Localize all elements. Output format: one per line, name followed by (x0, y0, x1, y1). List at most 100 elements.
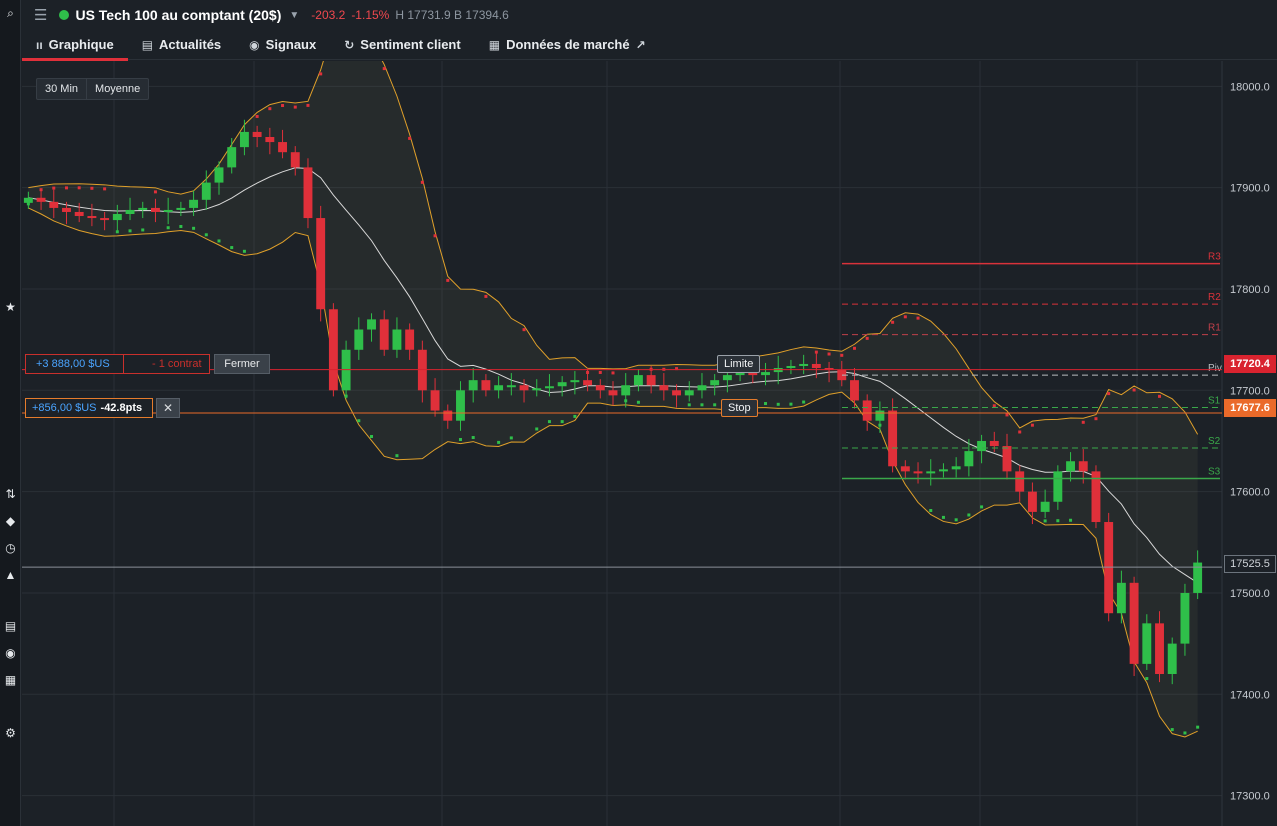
sar-dot (535, 427, 539, 431)
candle (430, 390, 440, 411)
candle (214, 167, 224, 183)
candle (875, 410, 885, 421)
sar-dot (268, 107, 272, 111)
sar-dot (598, 370, 602, 374)
y-tick-label: 17600.0 (1230, 487, 1270, 499)
timeframe-button[interactable]: 30 Min (45, 83, 79, 95)
search-icon[interactable]: ⌕ (7, 5, 14, 20)
calendar-icon: ▦ (488, 37, 501, 52)
candle (163, 209, 173, 212)
candle (659, 385, 669, 391)
sar-dot (980, 505, 984, 509)
tab-graphique[interactable]: ıı Graphique (22, 30, 128, 61)
remove-order-button[interactable]: ✕ (156, 398, 180, 418)
sar-dot (166, 226, 170, 230)
stop-price-tag: 17677.6 (1224, 399, 1276, 417)
sar-dot (103, 187, 107, 191)
menu-icon[interactable]: ☰ (34, 7, 48, 24)
candle (761, 372, 770, 376)
sar-dot (1107, 392, 1111, 396)
instrument-name[interactable]: US Tech 100 au comptant (20$) (75, 7, 282, 23)
sar-dot (547, 420, 551, 424)
tab-label: Sentiment client (360, 37, 461, 52)
candle (506, 385, 516, 388)
tab-sentiment[interactable]: ↻ Sentiment client (330, 30, 474, 60)
candle (1091, 471, 1101, 523)
sar-dot (840, 353, 844, 357)
sar-dot (878, 423, 882, 427)
candle (239, 131, 249, 148)
sar-dot (967, 513, 971, 517)
y-tick-label: 17900.0 (1230, 183, 1270, 195)
clock-icon[interactable]: ◷ (5, 541, 16, 555)
external-link-icon: ↗ (635, 37, 646, 52)
candle (811, 363, 821, 369)
chevron-down-icon[interactable]: ▼ (289, 9, 300, 21)
transfer-icon[interactable]: ⇅ (5, 487, 16, 501)
sar-dot (281, 104, 285, 108)
sar-dot (242, 249, 246, 253)
candle (939, 469, 948, 472)
candle (316, 218, 326, 310)
signal-icon[interactable]: ◉ (5, 646, 16, 660)
sar-dot (522, 328, 526, 332)
gear-icon[interactable]: ⚙ (5, 726, 16, 740)
candle (74, 211, 84, 217)
market-open-indicator (59, 10, 70, 20)
sar-dot (509, 436, 513, 440)
tab-label: Données de marché (506, 37, 630, 52)
candle (1142, 623, 1152, 664)
calendar-icon[interactable]: ▦ (4, 673, 17, 687)
sar-dot (865, 336, 869, 340)
news-icon[interactable]: ▤ (4, 619, 17, 633)
tab-actualites[interactable]: ▤ Actualités (128, 30, 235, 60)
bell-icon[interactable]: ▲ (4, 568, 17, 582)
sar-dot (471, 436, 475, 440)
candle (1129, 582, 1139, 664)
sar-dot (1132, 388, 1136, 392)
sar-dot (675, 367, 679, 371)
chart-canvas[interactable]: 18000.0 17900.0 17800.0 17700.0 17600.0 17500… (22, 61, 1277, 826)
sar-dot (929, 509, 933, 513)
sar-dot (1081, 420, 1085, 424)
candle (1027, 491, 1037, 512)
candle (290, 152, 300, 168)
tag-icon[interactable]: ◆ (5, 514, 16, 528)
sar-dot (433, 234, 437, 238)
price-chart[interactable]: 18000.0 17900.0 17800.0 17700.0 17600.0 17500… (22, 61, 1277, 826)
star-icon[interactable]: ★ (5, 300, 16, 314)
sar-dot (192, 226, 196, 230)
candle (265, 136, 275, 143)
candle (227, 147, 237, 168)
stop-order-tag[interactable]: Stop (721, 399, 758, 417)
close-position-button[interactable]: Fermer (214, 354, 270, 374)
pivot-label-s2: S2 (1208, 436, 1221, 447)
sar-dot (992, 404, 996, 408)
indicator-button[interactable]: Moyenne (86, 79, 148, 99)
limit-order-tag[interactable]: Limite (717, 355, 761, 373)
candle (494, 385, 504, 391)
sar-dot (1196, 725, 1200, 729)
sar-dot (573, 414, 577, 418)
candle (138, 207, 148, 210)
sar-dot (1056, 519, 1060, 523)
position-line-1[interactable]: +3 888,00 $US - 1 contrat (25, 354, 210, 374)
tab-donnees-marche[interactable]: ▦ Données de marché ↗ (475, 30, 660, 60)
candle (62, 207, 71, 212)
position-line-2[interactable]: +856,00 $US -42.8pts (25, 398, 153, 418)
candle (443, 410, 453, 421)
sar-dot (255, 114, 259, 118)
sar-dot (1043, 519, 1047, 523)
position-size: - 1 contrat (152, 358, 202, 370)
candle (481, 380, 491, 391)
sar-dot (1170, 728, 1174, 732)
sar-dot (344, 394, 348, 398)
candle (570, 380, 580, 383)
candle (367, 319, 376, 330)
position-points: -42.8pts (100, 402, 143, 414)
current-price-tag: 17525.5 (1224, 555, 1276, 573)
chart-controls: 30 Min Moyenne (36, 78, 150, 100)
tab-signaux[interactable]: ◉ Signaux (235, 30, 330, 60)
sar-dot (1030, 423, 1034, 427)
candle (1167, 643, 1177, 675)
